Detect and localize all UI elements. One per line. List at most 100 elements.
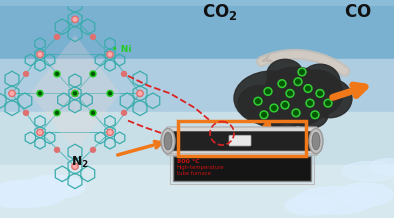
Circle shape: [73, 165, 77, 168]
Ellipse shape: [25, 175, 85, 199]
Circle shape: [56, 72, 58, 75]
Circle shape: [91, 72, 95, 76]
Circle shape: [262, 113, 266, 116]
Ellipse shape: [161, 128, 175, 154]
Polygon shape: [30, 35, 120, 152]
Bar: [178, 121, 306, 156]
Ellipse shape: [292, 101, 328, 128]
Ellipse shape: [0, 188, 34, 207]
Circle shape: [72, 16, 78, 22]
Bar: [170, 153, 314, 184]
Circle shape: [91, 147, 95, 152]
Circle shape: [91, 72, 95, 75]
Circle shape: [108, 131, 112, 134]
Bar: [0, 165, 394, 218]
FancyBboxPatch shape: [167, 127, 318, 155]
Circle shape: [107, 51, 113, 58]
Ellipse shape: [238, 86, 282, 121]
FancyBboxPatch shape: [171, 131, 313, 151]
Circle shape: [9, 90, 15, 97]
Circle shape: [90, 71, 96, 77]
Ellipse shape: [300, 64, 340, 99]
Circle shape: [327, 102, 329, 105]
Ellipse shape: [312, 132, 320, 150]
Ellipse shape: [308, 79, 352, 118]
Circle shape: [54, 34, 59, 39]
Circle shape: [314, 113, 316, 116]
Circle shape: [281, 101, 289, 109]
Circle shape: [24, 111, 28, 115]
Circle shape: [91, 111, 95, 115]
Circle shape: [90, 110, 96, 116]
Circle shape: [107, 90, 113, 96]
Circle shape: [254, 97, 262, 105]
Circle shape: [37, 90, 43, 96]
Circle shape: [286, 89, 294, 97]
Circle shape: [266, 90, 269, 93]
Circle shape: [54, 147, 59, 152]
Circle shape: [273, 107, 275, 109]
Circle shape: [72, 90, 78, 96]
Circle shape: [288, 92, 292, 95]
Ellipse shape: [295, 187, 375, 214]
Circle shape: [108, 53, 112, 56]
Circle shape: [10, 92, 14, 95]
Circle shape: [307, 87, 310, 90]
Circle shape: [138, 92, 142, 95]
Circle shape: [316, 89, 324, 97]
Circle shape: [297, 80, 299, 83]
Circle shape: [73, 18, 77, 21]
Ellipse shape: [234, 71, 310, 126]
Ellipse shape: [265, 67, 325, 110]
Ellipse shape: [285, 196, 335, 215]
Circle shape: [292, 109, 300, 117]
Circle shape: [270, 104, 278, 112]
Bar: [173, 156, 311, 181]
Circle shape: [318, 92, 322, 95]
Circle shape: [306, 99, 314, 107]
Ellipse shape: [267, 59, 303, 89]
Circle shape: [38, 53, 42, 56]
Circle shape: [91, 34, 95, 39]
Ellipse shape: [274, 87, 326, 126]
Circle shape: [54, 72, 59, 76]
Circle shape: [74, 92, 76, 95]
Circle shape: [294, 78, 302, 86]
Circle shape: [284, 104, 286, 107]
Circle shape: [311, 111, 319, 119]
Circle shape: [301, 70, 303, 73]
Text: $\mathbf{CO}$: $\mathbf{CO}$: [344, 3, 372, 21]
Circle shape: [54, 71, 60, 77]
Circle shape: [37, 129, 43, 135]
Circle shape: [39, 92, 41, 95]
Text: $\mathbf{CO_2}$: $\mathbf{CO_2}$: [202, 2, 238, 22]
Circle shape: [278, 80, 286, 88]
Text: 800 °C: 800 °C: [177, 158, 200, 164]
Ellipse shape: [342, 162, 394, 181]
Circle shape: [56, 111, 58, 114]
Text: $\mathbf{N_2}$: $\mathbf{N_2}$: [71, 154, 89, 170]
Ellipse shape: [287, 70, 343, 117]
Text: High-temperature: High-temperature: [177, 165, 225, 170]
Circle shape: [91, 111, 95, 114]
Ellipse shape: [164, 132, 172, 150]
Circle shape: [324, 99, 332, 107]
Circle shape: [72, 163, 78, 170]
Circle shape: [24, 72, 28, 76]
Bar: [0, 112, 394, 165]
Circle shape: [294, 111, 297, 114]
Text: tube furnace: tube furnace: [177, 171, 211, 176]
Circle shape: [72, 90, 78, 97]
Circle shape: [264, 88, 272, 95]
Circle shape: [304, 85, 312, 92]
Circle shape: [260, 111, 268, 119]
Circle shape: [309, 102, 312, 105]
Circle shape: [121, 72, 126, 76]
Circle shape: [298, 68, 306, 76]
Ellipse shape: [370, 159, 394, 174]
Ellipse shape: [309, 128, 323, 154]
Circle shape: [137, 90, 143, 97]
Circle shape: [54, 110, 60, 116]
FancyBboxPatch shape: [229, 135, 251, 146]
Text: • Ni: • Ni: [112, 44, 132, 53]
